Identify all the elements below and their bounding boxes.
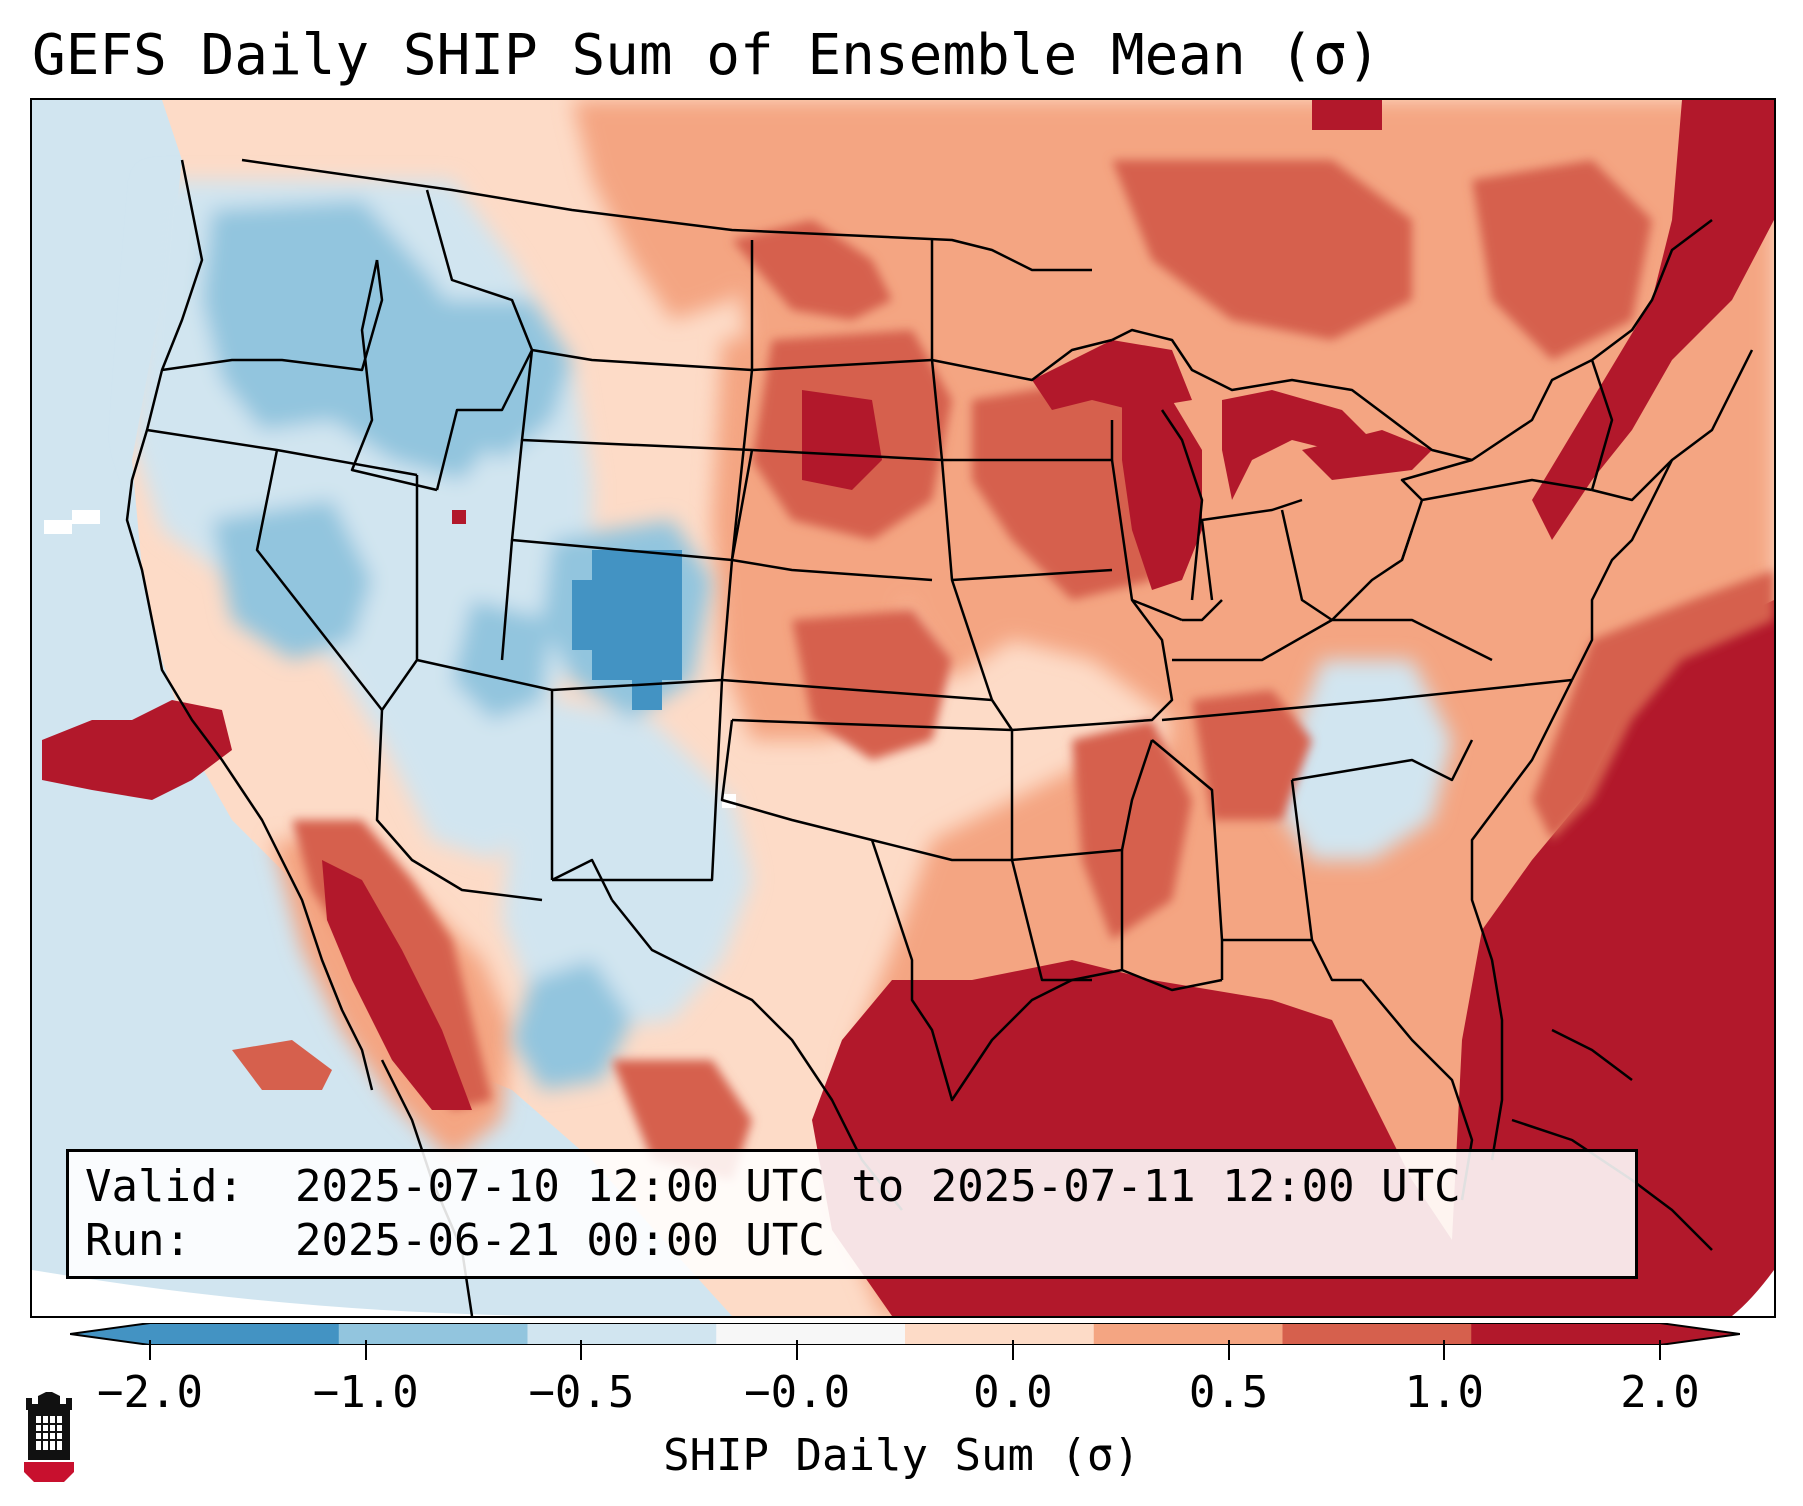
colorbar-tick-label: −1.0 bbox=[312, 1367, 419, 1418]
colorbar-tick bbox=[796, 1340, 799, 1360]
colorbar-segment bbox=[1282, 1323, 1472, 1345]
colorbar-tick-label: −2.0 bbox=[97, 1367, 203, 1418]
colorbar-tick bbox=[364, 1340, 367, 1360]
niu-castle-logo-icon bbox=[24, 1392, 74, 1482]
colorbar-segment bbox=[905, 1323, 1095, 1345]
anomaly-minus1-to-minus2-colorado bbox=[592, 550, 682, 680]
colorbar-segment bbox=[1471, 1323, 1661, 1345]
colorbar-tick bbox=[1443, 1340, 1446, 1360]
colorbar-extend-low bbox=[70, 1323, 150, 1345]
colorbar-tick-label: 0.0 bbox=[973, 1367, 1053, 1418]
colorbar-ticks: −2.0 −1.0 −0.5 −0.0 0.0 0.5 1.0 2.0 bbox=[0, 1340, 1803, 1418]
colorbar-tick-label: 2.0 bbox=[1620, 1367, 1700, 1418]
run-label: Run: bbox=[85, 1215, 191, 1266]
colorbar-tick bbox=[1659, 1340, 1661, 1360]
anomaly-2-plus-dakotas bbox=[802, 390, 882, 490]
colorbar bbox=[70, 1323, 1740, 1345]
colorbar-tick-label: −0.5 bbox=[528, 1367, 635, 1418]
colorbar-segment bbox=[527, 1323, 717, 1345]
validity-info-box: Valid: 2025-07-10 12:00 UTC to 2025-07-11… bbox=[66, 1149, 1638, 1279]
anomaly-2-plus-gulf-atlantic bbox=[812, 600, 1774, 1316]
anomaly-2-plus-great-lakes bbox=[1032, 340, 1192, 410]
colorbar-extend-high bbox=[1660, 1323, 1740, 1345]
anomaly-2-plus-baja bbox=[322, 860, 472, 1110]
colorbar-tick bbox=[1227, 1340, 1230, 1360]
map-title: GEFS Daily SHIP Sum of Ensemble Mean (σ) bbox=[32, 23, 1381, 88]
colorbar-tick-label: 0.5 bbox=[1188, 1367, 1269, 1418]
colorbar-tick bbox=[580, 1340, 583, 1360]
anomaly-2-plus-socal-offshore bbox=[42, 700, 232, 800]
colorbar-segments bbox=[70, 1323, 1740, 1345]
run-value: 2025-06-21 00:00 UTC bbox=[295, 1215, 825, 1266]
colorbar-segment bbox=[716, 1323, 906, 1345]
valid-label: Valid: bbox=[85, 1161, 244, 1212]
ship-field-map bbox=[32, 100, 1774, 1316]
valid-value: 2025-07-10 12:00 UTC to 2025-07-11 12:00… bbox=[295, 1161, 1461, 1212]
colorbar-tick-label: −0.0 bbox=[744, 1367, 851, 1418]
anomaly-cool-west bbox=[132, 180, 1452, 1090]
colorbar-segment bbox=[150, 1323, 340, 1345]
colorbar-label: SHIP Daily Sum (σ) bbox=[663, 1430, 1140, 1481]
colorbar-segment bbox=[1093, 1323, 1283, 1345]
map-panel bbox=[30, 98, 1776, 1318]
colorbar-tick-label: 1.0 bbox=[1404, 1367, 1485, 1418]
colorbar-tick bbox=[1011, 1340, 1014, 1360]
colorbar-tick bbox=[149, 1340, 151, 1360]
anomaly-2-plus-new-england bbox=[1532, 100, 1774, 540]
colorbar-segment bbox=[338, 1323, 528, 1345]
map-domain-edge bbox=[32, 1270, 632, 1316]
